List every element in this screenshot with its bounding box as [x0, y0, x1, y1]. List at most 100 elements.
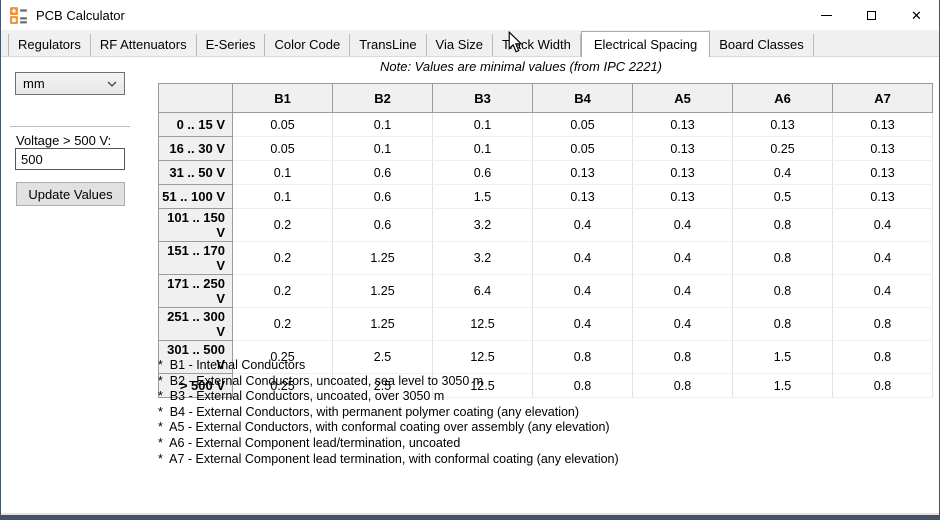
row-header-171-250-v: 171 .. 250 V: [158, 274, 233, 308]
spacing-value-cell: 0.25: [732, 136, 833, 161]
spacing-value-cell: 0.05: [532, 136, 633, 161]
column-header-a6: A6: [732, 83, 833, 113]
tab-bar: Regulators RF Attenuators E-Series Color Co…: [1, 30, 939, 57]
row-header-251-300-v: 251 .. 300 V: [158, 307, 233, 341]
spacing-value-cell: 0.8: [832, 373, 933, 398]
ipc-note: Note: Values are minimal values (from IP…: [379, 59, 663, 74]
spacing-value-cell: 0.13: [832, 112, 933, 137]
spacing-value-cell: 0.13: [532, 184, 633, 209]
column-header-a7: A7: [832, 83, 933, 113]
spacing-value-cell: 0.13: [632, 184, 733, 209]
spacing-value-cell: 0.6: [332, 184, 433, 209]
spacing-value-cell: 0.1: [432, 112, 533, 137]
spacing-value-cell: 0.8: [632, 373, 733, 398]
unit-select[interactable]: mm: [15, 72, 125, 95]
spacing-value-cell: 0.13: [632, 136, 733, 161]
spacing-table-body: 0 .. 15 V 0.05 0.1 0.1 0.05 0.13 0.13 0.13 16 ..…: [158, 112, 933, 398]
spacing-value-cell: 0.13: [532, 160, 633, 185]
spacing-value-cell: 0.13: [832, 184, 933, 209]
footnote-line: * A7 - External Component lead terminati…: [158, 451, 619, 466]
row-header-16-30-v: 16 .. 30 V: [158, 136, 233, 161]
spacing-value-cell: 0.05: [232, 136, 333, 161]
minimize-icon: [821, 14, 832, 16]
tab-regulators[interactable]: Regulators: [8, 34, 91, 56]
spacing-value-cell: 1.5: [732, 340, 833, 374]
spacing-value-cell: 0.6: [332, 160, 433, 185]
tab-transline[interactable]: TransLine: [350, 34, 427, 56]
tab-board-classes[interactable]: Board Classes: [710, 34, 814, 56]
tab-via-size[interactable]: Via Size: [426, 34, 494, 56]
spacing-value-cell: 3.2: [432, 208, 533, 242]
spacing-value-cell: 1.5: [432, 184, 533, 209]
spacing-value-cell: 3.2: [432, 241, 533, 275]
footnote-line: * A6 - External Component lead/terminati…: [158, 435, 461, 450]
tab-track-width[interactable]: Track Width: [493, 34, 581, 56]
spacing-value-cell: 0.4: [732, 160, 833, 185]
spacing-value-cell: 0.4: [832, 241, 933, 275]
table-row: 31 .. 50 V 0.1 0.6 0.6 0.13 0.13 0.4 0.13: [158, 160, 933, 185]
spacing-value-cell: 12.5: [432, 307, 533, 341]
row-header-101-150-v: 101 .. 150 V: [158, 208, 233, 242]
update-values-button[interactable]: Update Values: [16, 182, 125, 206]
voltage-input[interactable]: [15, 148, 125, 170]
chevron-down-icon: [107, 81, 117, 87]
spacing-value-cell: 0.8: [532, 340, 633, 374]
maximize-icon: [867, 10, 876, 20]
column-header-b4: B4: [532, 83, 633, 113]
spacing-value-cell: 0.4: [532, 208, 633, 242]
tab-electrical-spacing[interactable]: Electrical Spacing: [580, 31, 711, 57]
spacing-value-cell: 0.2: [232, 274, 333, 308]
table-row: > 500 V 0.25 2.5 12.5 0.8 0.8 1.5 0.8: [158, 373, 933, 398]
minimize-button[interactable]: [804, 0, 849, 30]
panel-divider: [10, 126, 130, 128]
table-row: 16 .. 30 V 0.05 0.1 0.1 0.05 0.13 0.25 0.13: [158, 136, 933, 161]
tab-rf-attenuators[interactable]: RF Attenuators: [90, 34, 197, 56]
table-row: 51 .. 100 V 0.1 0.6 1.5 0.13 0.13 0.5 0.13: [158, 184, 933, 209]
spacing-value-cell: 1.25: [332, 274, 433, 308]
spacing-value-cell: 0.8: [732, 274, 833, 308]
column-header-b3: B3: [432, 83, 533, 113]
row-header-0-15-v: 0 .. 15 V: [158, 112, 233, 137]
spacing-value-cell: 0.8: [832, 340, 933, 374]
electrical-spacing-table: B1 B2 B3 B4 A5 A6 A7 0 .. 15 V 0.05 0.1 0.1 0.05 0.…: [158, 83, 933, 398]
spacing-value-cell: 0.05: [532, 112, 633, 137]
spacing-value-cell: 0.4: [532, 307, 633, 341]
footnote-line: * B3 - External Conductors, uncoated, ov…: [158, 389, 445, 404]
row-header-500-v: > 500 V: [158, 373, 233, 398]
unit-select-value: mm: [23, 76, 45, 91]
table-row: 171 .. 250 V 0.2 1.25 6.4 0.4 0.4 0.8 0.4: [158, 274, 933, 308]
spacing-value-cell: 0.1: [232, 184, 333, 209]
column-header-b2: B2: [332, 83, 433, 113]
spacing-value-cell: 1.25: [332, 307, 433, 341]
column-header-b1: B1: [232, 83, 333, 113]
spacing-value-cell: 0.8: [732, 307, 833, 341]
spacing-value-cell: 0.1: [332, 136, 433, 161]
spacing-value-cell: 0.4: [632, 241, 733, 275]
spacing-value-cell: 0.8: [532, 373, 633, 398]
spacing-value-cell: 0.8: [832, 307, 933, 341]
row-header-51-100-v: 51 .. 100 V: [158, 184, 233, 209]
footnote-line: * A5 - External Conductors, with conform…: [158, 420, 610, 435]
spacing-value-cell: 0.4: [532, 241, 633, 275]
column-header-a5: A5: [632, 83, 733, 113]
spacing-value-cell: 1.5: [732, 373, 833, 398]
spacing-value-cell: 0.1: [232, 160, 333, 185]
window-frame-highlight: [1, 513, 939, 515]
spacing-value-cell: 0.13: [832, 136, 933, 161]
footnote-line: * B1 - Internal Conductors: [158, 358, 306, 372]
row-header-301-500-v: 301 .. 500 V: [158, 340, 233, 374]
spacing-value-cell: 0.1: [432, 136, 533, 161]
tab-color-code[interactable]: Color Code: [265, 34, 351, 56]
spacing-value-cell: 2.5: [332, 373, 433, 398]
close-button[interactable]: ✕: [894, 0, 939, 30]
spacing-value-cell: 0.8: [732, 208, 833, 242]
spacing-value-cell: 0.2: [232, 208, 333, 242]
tab-e-series[interactable]: E-Series: [196, 34, 266, 56]
title-bar: PCB Calculator ✕: [1, 0, 939, 30]
spacing-value-cell: 0.5: [732, 184, 833, 209]
maximize-button[interactable]: [849, 0, 894, 30]
table-row: 0 .. 15 V 0.05 0.1 0.1 0.05 0.13 0.13 0.13: [158, 112, 933, 137]
row-header-31-50-v: 31 .. 50 V: [158, 160, 233, 185]
window-title: PCB Calculator: [36, 7, 125, 23]
